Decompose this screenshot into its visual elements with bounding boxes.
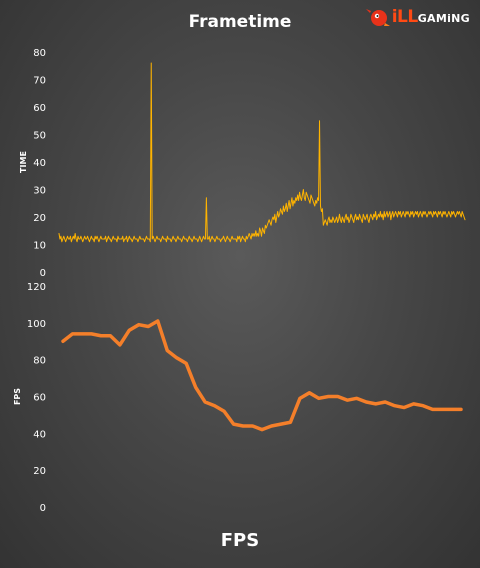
fps-plot: [61, 319, 463, 432]
mascot-icon: [365, 6, 391, 28]
fps-series-line: [61, 319, 463, 432]
fps-y-axis: 0 20 40 60 80 100 120: [27, 282, 46, 514]
frametime-y-tick-label: 60: [33, 103, 46, 114]
frametime-series-line: [58, 62, 466, 243]
brand-logo: iLL GAMiNG: [365, 6, 470, 28]
fps-y-tick-label: 0: [40, 503, 46, 514]
fps-y-tick-label: 60: [33, 393, 46, 404]
fps-y-axis-label: FPS: [13, 388, 22, 405]
frametime-y-tick-label: 10: [33, 241, 46, 252]
frametime-y-axis-label: TIME: [19, 151, 28, 173]
frametime-y-tick-label: 50: [33, 131, 46, 142]
frametime-y-tick-label: 0: [40, 268, 46, 279]
fps-chart-title: FPS: [220, 530, 260, 551]
frametime-y-tick-label: 40: [33, 158, 46, 169]
frametime-chart-title: Frametime: [188, 12, 292, 32]
fps-y-tick-label: 20: [33, 466, 46, 477]
logo-prefix: iLL: [391, 7, 419, 27]
frametime-plot: [58, 62, 466, 243]
frametime-y-tick-label: 80: [33, 48, 46, 59]
fps-y-tick-label: 40: [33, 429, 46, 440]
logo-suffix: GAMiNG: [417, 12, 470, 25]
frametime-y-tick-label: 70: [33, 76, 46, 87]
fps-y-tick-label: 100: [27, 319, 46, 330]
fps-y-tick-label: 80: [33, 356, 46, 367]
frametime-y-tick-label: 20: [33, 213, 46, 224]
frametime-y-tick-label: 30: [33, 186, 46, 197]
fps-y-tick-label: 120: [27, 282, 46, 293]
frametime-y-axis: 0 10 20 30 40 50 60 70 80: [33, 48, 46, 279]
